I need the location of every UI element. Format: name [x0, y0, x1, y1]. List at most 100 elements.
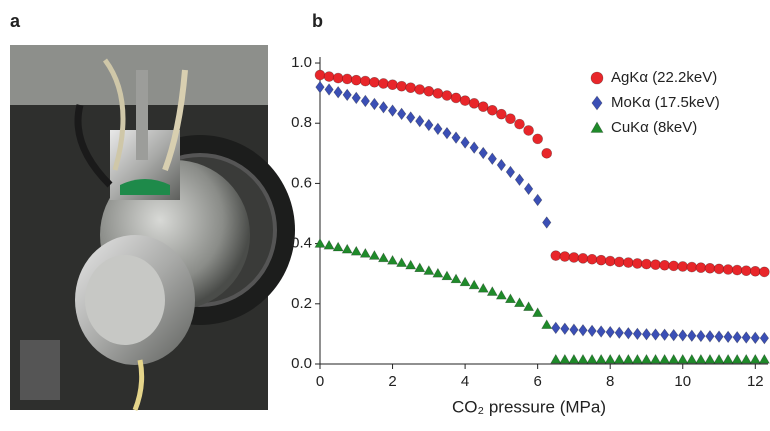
legend-label: AgKα (22.2keV) [611, 69, 717, 86]
marker [668, 353, 680, 364]
marker [622, 353, 634, 364]
marker [314, 238, 326, 248]
marker [396, 80, 407, 92]
y-tick-label: 0.2 [291, 295, 312, 312]
marker [341, 243, 353, 254]
x-tick-label: 6 [533, 373, 541, 390]
marker [459, 276, 471, 287]
marker [731, 353, 743, 364]
marker [541, 148, 553, 159]
marker [460, 136, 470, 149]
marker [641, 258, 652, 270]
marker [569, 323, 579, 336]
marker [586, 253, 598, 265]
marker [623, 327, 633, 340]
marker [740, 353, 752, 364]
marker [523, 182, 534, 196]
x-tick-label: 12 [747, 373, 764, 390]
marker [414, 262, 426, 273]
marker [668, 260, 679, 272]
marker [722, 264, 734, 275]
marker [315, 80, 325, 94]
marker [731, 264, 743, 276]
marker [650, 328, 661, 341]
marker [505, 165, 516, 179]
marker [459, 95, 471, 106]
marker [568, 252, 580, 263]
marker [450, 273, 462, 284]
marker [396, 107, 407, 121]
marker [705, 330, 715, 343]
marker [550, 250, 562, 261]
marker [342, 88, 352, 102]
marker [514, 173, 525, 187]
marker [614, 326, 624, 339]
marker [324, 83, 334, 96]
marker [323, 239, 335, 250]
marker [505, 113, 516, 125]
marker [350, 245, 362, 256]
marker [423, 265, 435, 275]
marker [432, 267, 444, 278]
marker [632, 327, 643, 341]
marker [360, 75, 371, 87]
marker [632, 258, 643, 269]
y-tick-label: 1.0 [291, 54, 312, 71]
marker [640, 353, 652, 364]
marker [659, 328, 670, 342]
marker [532, 307, 544, 317]
marker [359, 247, 371, 258]
marker [486, 286, 498, 296]
marker [695, 353, 707, 364]
marker [377, 252, 389, 263]
marker [641, 327, 652, 341]
y-tick-label: 0.8 [291, 114, 312, 131]
x-tick-label: 0 [316, 373, 324, 390]
marker [631, 353, 643, 364]
x-axis-label: CO₂ pressure (MPa) [452, 397, 606, 416]
marker [532, 133, 543, 145]
marker [541, 319, 553, 329]
marker [595, 254, 607, 266]
y-tick-label: 0.4 [291, 235, 312, 252]
marker [559, 353, 571, 364]
marker [415, 114, 425, 128]
marker [604, 255, 616, 267]
marker [514, 118, 525, 130]
marker [759, 266, 770, 278]
marker [613, 256, 625, 268]
marker [450, 92, 462, 104]
marker [387, 254, 399, 265]
marker [350, 74, 362, 86]
marker [477, 101, 489, 112]
marker [369, 76, 380, 88]
marker [487, 104, 498, 116]
marker [591, 95, 603, 111]
marker [723, 330, 733, 344]
marker [468, 98, 480, 109]
marker [414, 84, 426, 95]
marker [405, 259, 417, 270]
marker [477, 282, 489, 293]
marker [577, 253, 589, 264]
marker [586, 353, 598, 364]
marker [722, 353, 734, 364]
marker [442, 126, 452, 140]
marker [650, 259, 661, 270]
marker [341, 73, 353, 85]
marker [369, 97, 380, 111]
marker [542, 216, 552, 229]
marker [686, 353, 698, 364]
marker [513, 297, 526, 307]
photo [10, 45, 295, 411]
y-tick-label: 0.6 [291, 174, 312, 191]
marker [496, 108, 507, 120]
x-tick-label: 4 [461, 373, 469, 390]
x-tick-label: 8 [606, 373, 614, 390]
marker [677, 353, 689, 364]
marker [613, 353, 625, 364]
x-tick-label: 2 [388, 373, 396, 390]
marker [333, 85, 343, 99]
marker [551, 321, 561, 335]
